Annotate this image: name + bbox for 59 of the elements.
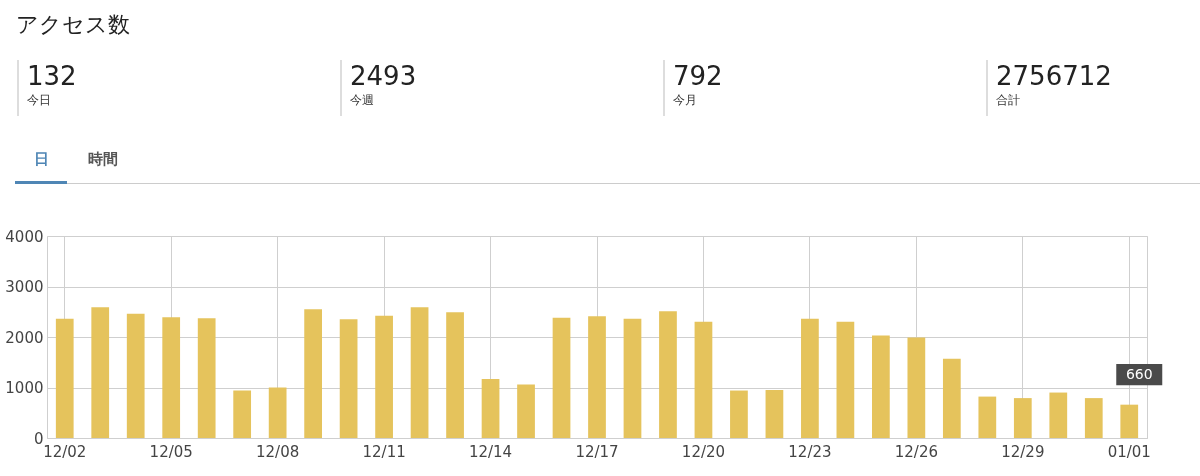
bar (91, 307, 110, 438)
bar (481, 378, 500, 438)
x-tick-label: 01/01 (1107, 442, 1151, 461)
x-tick-label: 12/08 (256, 442, 300, 461)
bar (197, 318, 216, 438)
y-tick-label: 2000 (5, 328, 44, 347)
bar (1120, 404, 1139, 438)
x-tick-label: 12/29 (1001, 442, 1045, 461)
bar (375, 315, 393, 438)
text: 日 (15, 150, 67, 184)
bar (410, 307, 429, 438)
bar (552, 317, 571, 438)
bar (268, 387, 287, 438)
bar (872, 335, 890, 438)
bar (1013, 398, 1032, 438)
text: 合計 (996, 92, 1021, 109)
y-tick-label: 1000 (5, 379, 44, 397)
x-tick-label: 12/20 (681, 442, 726, 461)
bar (1084, 398, 1103, 438)
x-tick-label: 12/11 (362, 442, 406, 461)
x-tick-label: 12/05 (149, 442, 193, 461)
bar (446, 312, 464, 438)
x-tick-label: 12/23 (788, 442, 832, 461)
y-tick-label: 3000 (5, 278, 44, 296)
y-tick-label: 4000 (5, 227, 44, 246)
bar (304, 309, 322, 438)
text: 2756712 (996, 60, 1112, 92)
bar (339, 319, 358, 438)
bar (55, 318, 74, 438)
text: 2493 (350, 60, 417, 92)
bar (517, 384, 535, 438)
bar (588, 316, 606, 438)
text: 132 (27, 60, 77, 92)
x-tick-label: 12/02 (43, 442, 87, 461)
bar (765, 390, 784, 438)
x-tick-label: 12/26 (894, 442, 938, 461)
bar (907, 337, 926, 438)
bar (162, 317, 181, 438)
text: 今日 (27, 92, 52, 109)
bar (126, 313, 145, 438)
bar (623, 318, 642, 438)
bar (942, 358, 961, 438)
data-label: 660 (1125, 365, 1153, 382)
bar (233, 390, 252, 438)
bar (1049, 392, 1068, 438)
y-tick-label: 0 (33, 429, 44, 448)
x-tick-label: 12/14 (468, 442, 513, 461)
x-tick-label: 12/17 (575, 442, 619, 461)
bar (694, 321, 713, 438)
text: 時間 (87, 150, 119, 170)
text: 今週 (350, 92, 375, 109)
bar (978, 396, 997, 438)
bar (801, 318, 819, 438)
text: 今月 (673, 92, 698, 109)
chart-title: アクセス数 (16, 11, 130, 39)
text: 792 (673, 60, 723, 92)
bar (659, 311, 677, 438)
bar (836, 321, 855, 438)
bar (730, 390, 748, 438)
